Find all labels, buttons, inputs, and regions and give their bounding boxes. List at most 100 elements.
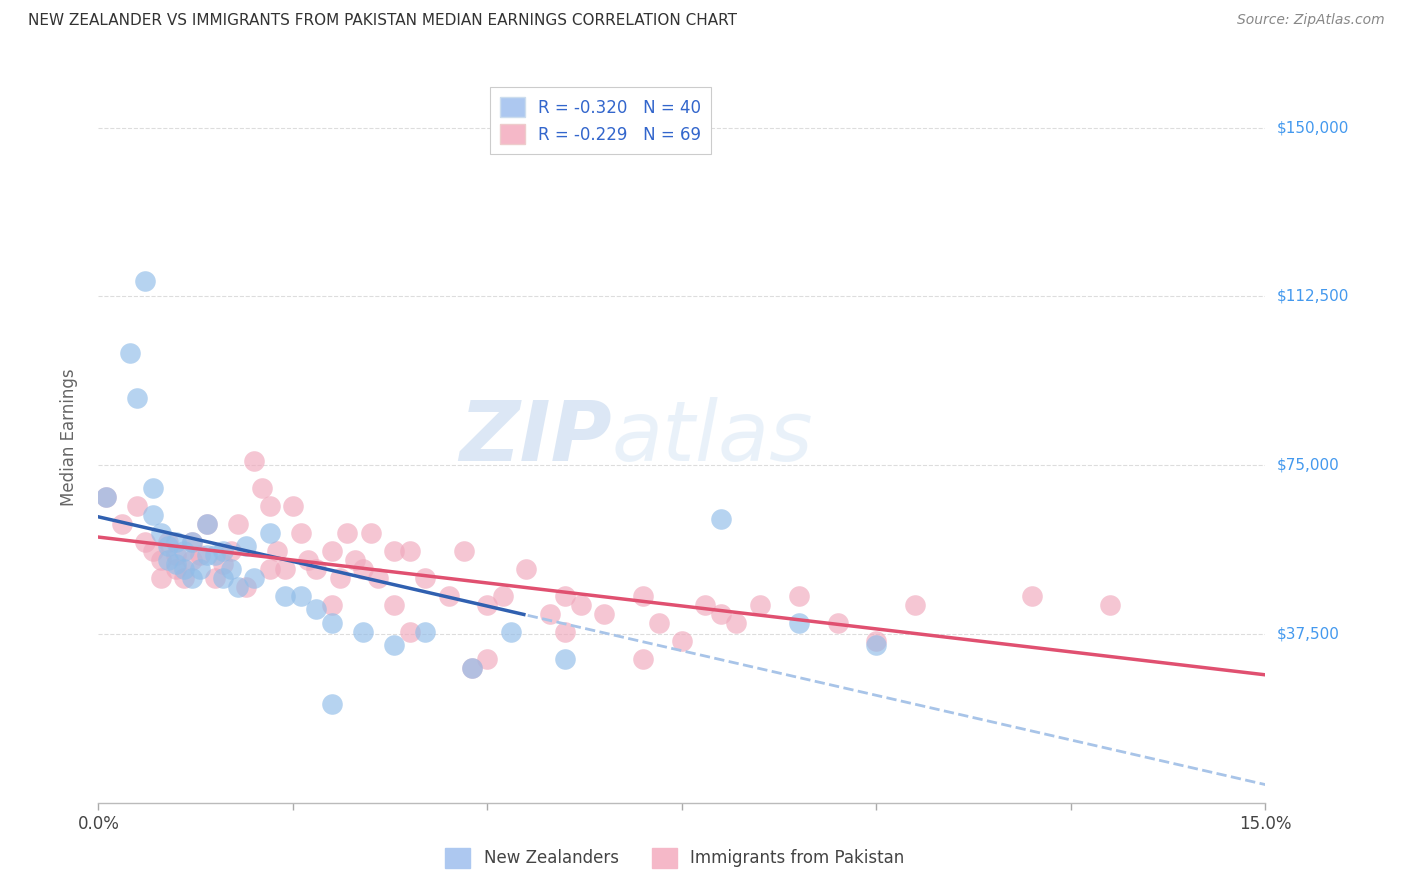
Point [212,543,235,558]
Point [142,543,165,558]
Point [188,562,211,576]
Point [477,652,499,666]
Point [219,562,242,576]
Text: NEW ZEALANDER VS IMMIGRANTS FROM PAKISTAN MEDIAN EARNINGS CORRELATION CHART: NEW ZEALANDER VS IMMIGRANTS FROM PAKISTA… [28,13,737,29]
Text: $112,500: $112,500 [1277,289,1348,304]
Point [180,534,202,549]
Point [212,571,235,585]
Point [204,548,226,562]
Point [149,553,172,567]
Point [180,571,202,585]
Text: ZIP: ZIP [460,397,612,477]
Legend: New Zealanders, Immigrants from Pakistan: New Zealanders, Immigrants from Pakistan [439,841,911,875]
Point [180,553,202,567]
Point [111,516,134,531]
Point [413,571,436,585]
Point [188,548,211,562]
Point [554,624,576,639]
Point [297,553,319,567]
Point [173,543,195,558]
Point [865,638,887,652]
Point [243,571,266,585]
Point [96,490,118,504]
Point [398,543,420,558]
Point [281,499,304,513]
Point [305,602,328,616]
Point [593,607,616,621]
Point [142,481,165,495]
Point [647,615,669,630]
Point [173,571,195,585]
Point [228,516,250,531]
Point [725,615,748,630]
Point [165,558,187,572]
Point [382,543,405,558]
Point [219,543,242,558]
Point [212,558,235,572]
Point [787,589,810,603]
Point [710,607,733,621]
Point [149,571,172,585]
Point [336,525,359,540]
Point [398,624,420,639]
Point [118,345,141,359]
Point [787,615,810,630]
Point [180,534,202,549]
Point [274,562,297,576]
Point [266,543,288,558]
Point [321,615,343,630]
Point [631,652,654,666]
Point [195,516,218,531]
Point [157,534,180,549]
Y-axis label: Median Earnings: Median Earnings [59,368,77,506]
Point [360,525,382,540]
Point [165,548,187,562]
Text: atlas: atlas [612,397,814,477]
Point [127,499,149,513]
Point [382,598,405,612]
Point [748,598,770,612]
Point [344,553,367,567]
Point [461,661,484,675]
Point [243,453,266,467]
Point [671,633,693,648]
Point [165,534,187,549]
Point [1021,589,1043,603]
Point [695,598,717,612]
Point [259,499,281,513]
Point [321,598,343,612]
Point [134,274,156,288]
Point [477,598,499,612]
Point [492,589,515,603]
Point [352,562,374,576]
Point [290,589,312,603]
Point [305,562,328,576]
Point [290,525,312,540]
Legend: R = -0.320   N = 40, R = -0.229   N = 69: R = -0.320 N = 40, R = -0.229 N = 69 [489,87,711,154]
Point [157,539,180,553]
Point [149,525,172,540]
Point [710,512,733,526]
Point [904,598,927,612]
Point [367,571,389,585]
Point [321,543,343,558]
Point [352,624,374,639]
Point [134,534,156,549]
Point [554,652,576,666]
Point [554,589,576,603]
Text: $150,000: $150,000 [1277,120,1348,135]
Point [142,508,165,522]
Point [228,580,250,594]
Point [250,481,273,495]
Point [569,598,592,612]
Point [453,543,475,558]
Point [382,638,405,652]
Point [195,548,218,562]
Text: $37,500: $37,500 [1277,626,1340,641]
Point [259,562,281,576]
Point [1098,598,1121,612]
Point [157,553,180,567]
Point [461,661,484,675]
Point [499,624,522,639]
Point [165,562,187,576]
